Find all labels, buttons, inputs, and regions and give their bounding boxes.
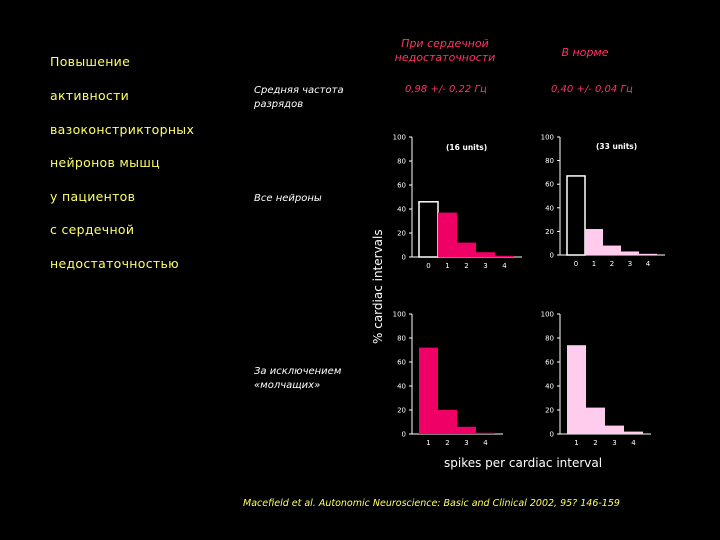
hf_excl-bar-3 bbox=[457, 426, 476, 434]
hf_all-x-tick-label-4: 4 bbox=[502, 262, 507, 270]
hf_excl-bar-2 bbox=[438, 410, 457, 434]
hf_excl-x-tick-label-4: 4 bbox=[483, 439, 488, 447]
normal_all-y-tick-label-80: 80 bbox=[545, 157, 554, 165]
title-line-7: недостаточностью bbox=[50, 256, 179, 271]
hf_all-bar-2 bbox=[457, 242, 476, 257]
normal_all-y-tick-label-0: 0 bbox=[550, 252, 554, 260]
column-heading-normal: В норме bbox=[561, 46, 609, 59]
hf_all-annotation: (16 units) bbox=[446, 143, 487, 152]
hf_excl-x-tick-label-3: 3 bbox=[464, 439, 468, 447]
normal_all-bar-0 bbox=[566, 175, 586, 256]
row-label-excl-line1: За исключением bbox=[254, 366, 342, 377]
hf_excl-y-tick-label-40: 40 bbox=[397, 383, 406, 391]
x-axis-label: spikes per cardiac interval bbox=[444, 456, 603, 470]
frequency-value-heart-failure: 0,98 +/- 0,22 Гц bbox=[405, 84, 487, 95]
normal_all-x-tick-label-1: 1 bbox=[592, 260, 596, 268]
row-label-frequency-line2: разрядов bbox=[254, 99, 304, 110]
normal_excl-y-tick-label-0: 0 bbox=[550, 431, 554, 439]
hf_all-x-tick-label-0: 0 bbox=[426, 262, 430, 270]
hf_all-bar-0 bbox=[418, 201, 439, 258]
normal_all-annotation: (33 units) bbox=[596, 142, 637, 151]
normal_all-x-tick-label-0: 0 bbox=[574, 260, 578, 268]
hf_all-bar-4 bbox=[495, 255, 514, 257]
normal_excl-x-tick-label-3: 3 bbox=[612, 439, 616, 447]
row-label-frequency-line1: Средняя частота bbox=[254, 85, 344, 96]
hf_excl-y-tick-label-80: 80 bbox=[397, 335, 406, 343]
hf_all-y-tick-label-80: 80 bbox=[397, 158, 406, 166]
normal_excl-y-tick-label-80: 80 bbox=[545, 335, 554, 343]
frequency-value-normal: 0,40 +/- 0,04 Гц bbox=[551, 84, 633, 95]
title-line-6: с сердечной bbox=[50, 222, 135, 237]
hf_excl-x-tick-label-1: 1 bbox=[426, 439, 430, 447]
title-line-4: нейронов мышц bbox=[50, 155, 160, 170]
hf_excl-y-tick-label-60: 60 bbox=[397, 359, 406, 367]
hf_all-y-tick-label-20: 20 bbox=[397, 230, 406, 238]
normal_all-x-tick-label-2: 2 bbox=[610, 260, 614, 268]
normal_excl-bar-1 bbox=[567, 345, 586, 434]
title-line-1: Повышение bbox=[50, 54, 131, 69]
hf_excl-bar-4 bbox=[476, 432, 495, 434]
row-label-frequency: Средняя частота разрядов bbox=[254, 84, 344, 112]
column-heading-hf-line2: недостаточности bbox=[394, 51, 496, 64]
normal_all-y-tick-label-100: 100 bbox=[541, 134, 554, 142]
hf_all-x-tick-label-1: 1 bbox=[445, 262, 449, 270]
normal_excl-x-tick-label-2: 2 bbox=[593, 439, 597, 447]
hf_excl-y-tick-label-0: 0 bbox=[402, 431, 406, 439]
hf_excl-y-tick-label-100: 100 bbox=[393, 311, 406, 319]
normal_excl-y-tick-label-20: 20 bbox=[545, 407, 554, 415]
column-heading-hf-line1: При сердечной bbox=[401, 37, 489, 50]
hf_all-y-tick-label-100: 100 bbox=[393, 134, 406, 142]
row-label-all-neurons: Все нейроны bbox=[254, 193, 322, 204]
citation: Macefield et al. Autonomic Neuroscience:… bbox=[243, 498, 620, 509]
hf_excl-x-tick-label-2: 2 bbox=[445, 439, 449, 447]
hf_all-y-tick-label-40: 40 bbox=[397, 206, 406, 214]
normal_all-x-tick-label-4: 4 bbox=[646, 260, 651, 268]
hf_excl-y-tick-label-20: 20 bbox=[397, 407, 406, 415]
normal_all-y-tick-label-60: 60 bbox=[545, 181, 554, 189]
title-line-2: активности bbox=[50, 88, 130, 103]
hf_all-y-tick-label-0: 0 bbox=[402, 254, 406, 262]
normal_excl-x-tick-label-1: 1 bbox=[574, 439, 578, 447]
row-label-excl-line2: «молчащих» bbox=[254, 380, 321, 391]
title-line-3: вазоконстрикторных bbox=[50, 122, 195, 137]
hf_all-x-tick-label-3: 3 bbox=[483, 262, 487, 270]
hf_all-x-tick-label-2: 2 bbox=[464, 262, 468, 270]
normal_excl-y-tick-label-100: 100 bbox=[541, 311, 554, 319]
title-line-5: у пациентов bbox=[50, 189, 136, 204]
normal_all-bar-2 bbox=[603, 245, 621, 255]
hf_all-bar-3 bbox=[476, 252, 495, 257]
normal_all-bar-1 bbox=[585, 229, 603, 255]
hf_excl-bar-1 bbox=[419, 347, 438, 434]
normal_all-y-tick-label-20: 20 bbox=[545, 228, 554, 236]
normal_excl-x-tick-label-4: 4 bbox=[631, 439, 636, 447]
normal_all-bar-3 bbox=[621, 251, 639, 255]
normal_excl-bar-3 bbox=[605, 425, 624, 434]
row-label-excluding-silent: За исключением «молчащих» bbox=[254, 365, 341, 393]
normal_excl-bar-4 bbox=[624, 431, 643, 434]
normal_excl-y-tick-label-40: 40 bbox=[545, 383, 554, 391]
column-heading-heart-failure: При сердечной недостаточности bbox=[380, 37, 510, 65]
normal_all-bar-4 bbox=[639, 253, 657, 255]
normal_excl-y-tick-label-60: 60 bbox=[545, 359, 554, 367]
hf_all-bar-1 bbox=[438, 212, 457, 257]
normal_all-y-tick-label-40: 40 bbox=[545, 204, 554, 212]
normal_excl-bar-2 bbox=[586, 407, 605, 434]
normal_all-x-tick-label-3: 3 bbox=[628, 260, 632, 268]
hf_all-y-tick-label-60: 60 bbox=[397, 182, 406, 190]
